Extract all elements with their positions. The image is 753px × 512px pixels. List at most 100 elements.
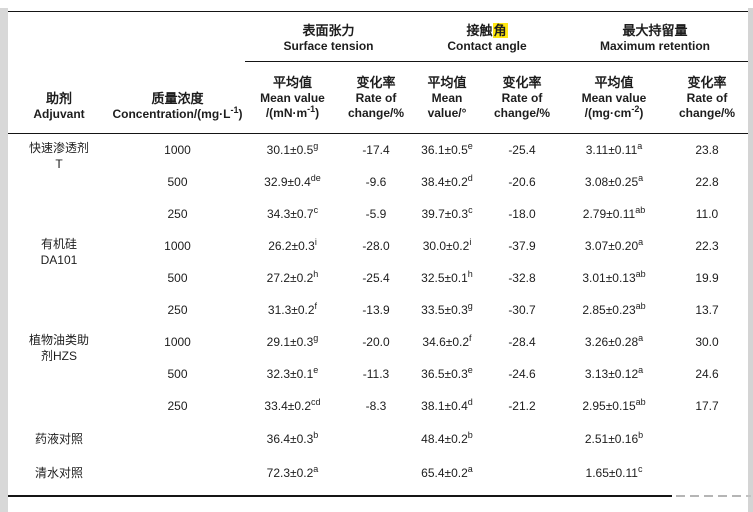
surface-tension-rate-cell (340, 456, 412, 490)
contact-angle-mean-cell: 65.4±0.2a (421, 463, 473, 480)
retention-rate-cell: 22.8 (695, 174, 719, 189)
adjuvant-cell: 药液对照 (34, 431, 83, 446)
adjuvant-cell: 清水对照 (34, 465, 83, 480)
header-mr-mean: 平均值 Mean value /(mg·cm-2) (562, 61, 666, 134)
retention-mean-cell: 3.07±0.20a (584, 236, 644, 253)
surface-tension-mean-cell: 31.3±0.2f (267, 300, 318, 317)
contact-angle-rate-cell: -28.4 (508, 334, 536, 349)
table-row: 植物油类助 剂HZS 1000 29.1±0.3g -20.0 34.6±0.2f -28.… (8, 326, 748, 363)
retention-rate-cell: 24.6 (695, 366, 719, 381)
header-surface-tension: 表面张力 Surface tension (245, 11, 412, 62)
retention-rate-cell: 19.9 (695, 270, 719, 285)
contact-angle-rate-cell (482, 456, 562, 490)
table-row: 250 31.3±0.2f -13.9 33.5±0.3g -30.7 2.85±0.23… (8, 294, 748, 326)
contact-angle-mean-cell: 38.1±0.4d (421, 396, 473, 413)
retention-rate-cell: 22.3 (695, 238, 719, 253)
watermark-artifact (676, 495, 742, 497)
surface-tension-rate-cell: -20.0 (362, 334, 390, 349)
table-row: 250 34.3±0.7c -5.9 39.7±0.3c -18.0 2.79±0.11a… (8, 198, 748, 230)
table-row: 500 27.2±0.2h -25.4 32.5±0.1h -32.8 3.01±0.13… (8, 262, 748, 294)
header-contact-angle-en: Contact angle (447, 39, 527, 53)
table-bottom-rule (8, 495, 672, 497)
contact-angle-rate-cell (482, 422, 562, 456)
retention-mean-cell: 2.85±0.23ab (582, 300, 646, 317)
concentration-cell: 1000 (164, 334, 191, 349)
table-row: 药液对照 36.4±0.3b 48.4±0.2b 2.51±0.16b (8, 422, 748, 456)
retention-mean-cell: 3.11±0.11a (585, 140, 643, 157)
header-max-retention: 最大持留量 Maximum retention (562, 11, 749, 62)
contact-angle-mean-cell: 33.5±0.3g (421, 300, 473, 317)
concentration-cell: 250 (167, 398, 188, 413)
concentration-cell: 1000 (164, 238, 191, 253)
table-row: 有机硅 DA101 1000 26.2±0.3i -28.0 30.0±0.2i -37.9… (8, 230, 748, 267)
header-ca-mean: 平均值 Mean value/° (412, 61, 482, 134)
retention-rate-cell: 13.7 (695, 302, 719, 317)
surface-tension-mean-cell: 32.3±0.1e (266, 364, 319, 381)
table-row: 500 32.9±0.4de -9.6 38.4±0.2d -20.6 3.08±0.25… (8, 166, 748, 198)
surface-tension-rate-cell: -17.4 (362, 142, 390, 157)
contact-angle-mean-cell: 32.5±0.1h (421, 268, 473, 285)
contact-angle-mean-cell: 30.0±0.2i (422, 236, 472, 253)
header-contact-angle: 接触角 Contact angle (412, 11, 562, 62)
header-surface-tension-zh: 表面张力 (302, 23, 355, 38)
contact-angle-mean-cell: 36.1±0.5e (421, 140, 473, 157)
group-header-row: 助剂 Adjuvant 质量浓度 Concentration/(mg·L-1) … (8, 11, 749, 134)
surface-tension-rate-cell: -25.4 (362, 270, 390, 285)
retention-mean-cell: 2.51±0.16b (584, 429, 644, 446)
retention-rate-cell: 23.8 (695, 142, 719, 157)
surface-tension-rate-cell: -9.6 (365, 174, 387, 189)
surface-tension-rate-cell: -13.9 (362, 302, 390, 317)
header-concentration: 质量浓度 Concentration/(mg·L-1) (110, 11, 245, 134)
adjuvant-cell: 植物油类助 剂HZS (28, 332, 89, 363)
contact-angle-rate-cell: -20.6 (508, 174, 536, 189)
contact-angle-rate-cell: -37.9 (508, 238, 536, 253)
retention-mean-cell: 2.95±0.15ab (582, 396, 646, 413)
retention-rate-cell: 11.0 (695, 206, 719, 221)
concentration-cell: 250 (167, 302, 188, 317)
surface-tension-mean-cell: 30.1±0.5g (266, 140, 319, 157)
contact-angle-mean-cell: 38.4±0.2d (421, 172, 473, 189)
header-st-mean: 平均值 Mean value /(mN·m-1) (245, 61, 340, 134)
table-body: 快速渗透剂 T 1000 30.1±0.5g -17.4 36.1±0.5e -25.4 3.… (8, 134, 748, 490)
page-left-edge (0, 8, 8, 512)
surface-tension-mean-cell: 33.4±0.2cd (264, 396, 321, 413)
header-max-retention-en: Maximum retention (600, 39, 711, 53)
header-surface-tension-en: Surface tension (283, 39, 374, 53)
contact-angle-rate-cell: -18.0 (508, 206, 536, 221)
header-concentration-en: Concentration/(mg·L-1) (112, 105, 243, 122)
contact-angle-rate-cell: -24.6 (508, 366, 536, 381)
table-row: 清水对照 72.3±0.2a 65.4±0.2a 1.65±0.11c (8, 456, 748, 490)
table-row: 500 32.3±0.1e -11.3 36.5±0.3e -24.6 3.13±0.12… (8, 358, 748, 390)
retention-rate-cell: 30.0 (695, 334, 719, 349)
retention-rate-cell (666, 456, 748, 490)
surface-tension-rate-cell: -5.9 (365, 206, 387, 221)
retention-mean-cell: 3.26±0.28a (584, 332, 644, 349)
contact-angle-rate-cell: -30.7 (508, 302, 536, 317)
surface-tension-mean-cell: 72.3±0.2a (266, 463, 319, 480)
surface-tension-rate-cell: -28.0 (362, 238, 390, 253)
concentration-cell: 500 (167, 270, 188, 285)
surface-tension-mean-cell: 32.9±0.4de (264, 172, 321, 189)
table-row: 快速渗透剂 T 1000 30.1±0.5g -17.4 36.1±0.5e -25.4 3.… (8, 134, 748, 171)
surface-tension-mean-cell: 27.2±0.2h (266, 268, 319, 285)
surface-tension-mean-cell: 36.4±0.3b (266, 429, 319, 446)
contact-angle-rate-cell: -21.2 (508, 398, 536, 413)
adjuvant-cell: 快速渗透剂 T (28, 141, 89, 171)
page-right-edge (748, 8, 753, 512)
concentration-cell (110, 422, 245, 456)
header-adjuvant-en: Adjuvant (33, 107, 85, 121)
retention-mean-cell: 1.65±0.11c (585, 463, 643, 480)
retention-rate-cell: 17.7 (695, 398, 719, 413)
header-mr-rate: 变化率 Rate of change/% (666, 61, 749, 134)
contact-angle-mean-cell: 36.5±0.3e (421, 364, 473, 381)
concentration-cell: 500 (167, 366, 188, 381)
header-contact-angle-zh: 接触角 (466, 23, 508, 38)
contact-angle-rate-cell: -25.4 (508, 142, 536, 157)
header-concentration-zh: 质量浓度 (151, 91, 204, 106)
surface-tension-rate-cell: -11.3 (362, 366, 390, 381)
watermark-artifact-dot (746, 495, 751, 497)
surface-tension-mean-cell: 34.3±0.7c (266, 204, 319, 221)
contact-angle-mean-cell: 39.7±0.3c (421, 204, 473, 221)
concentration-cell: 500 (167, 174, 188, 189)
header-ca-rate: 变化率 Rate of change/% (482, 61, 562, 134)
